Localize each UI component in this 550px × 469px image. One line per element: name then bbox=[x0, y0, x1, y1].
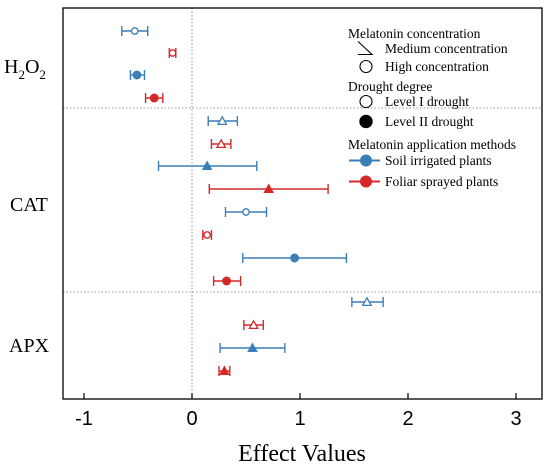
group-label-cat: CAT bbox=[10, 194, 48, 216]
group-label-h2o2: H2O2 bbox=[4, 56, 46, 82]
point-marker bbox=[216, 115, 228, 126]
effect-point-cat bbox=[242, 253, 348, 263]
x-tick-label: 0 bbox=[186, 408, 197, 430]
point-marker bbox=[222, 276, 232, 286]
effect-point-cat bbox=[208, 183, 329, 194]
legend-entry: Level I drought bbox=[359, 94, 469, 109]
legend-section-title: Melatonin application methods bbox=[348, 137, 516, 152]
x-axis: -1 0 1 2 3 bbox=[75, 393, 522, 430]
plot-frame bbox=[62, 7, 543, 400]
reference-lines bbox=[63, 8, 542, 399]
effect-point-cat bbox=[210, 138, 232, 149]
effect-point-cat bbox=[212, 276, 242, 286]
legend-triangle-symbol bbox=[357, 41, 374, 56]
legend-entry-label: Medium concentration bbox=[385, 41, 508, 56]
legend-section-title: Drought degree bbox=[348, 79, 432, 94]
effect-point-apx bbox=[351, 296, 384, 307]
point-marker bbox=[248, 319, 259, 330]
x-tick-label: -1 bbox=[75, 408, 93, 430]
legend-entry: Soil irrigated plants bbox=[349, 153, 491, 168]
effect-point-h2o2 bbox=[144, 93, 164, 103]
effect-point-h2o2 bbox=[129, 70, 146, 80]
legend-entry: Level II drought bbox=[359, 114, 474, 129]
point-marker bbox=[361, 296, 373, 307]
legend-entry-label: Level II drought bbox=[385, 114, 474, 129]
point-marker bbox=[130, 27, 139, 35]
legend-dot-symbol bbox=[360, 175, 372, 188]
point-marker bbox=[247, 342, 258, 353]
point-marker bbox=[219, 365, 230, 376]
legend-entry: Foliar sprayed plants bbox=[349, 174, 498, 189]
legend-filled-circle-symbol bbox=[359, 114, 373, 129]
effect-point-cat bbox=[202, 230, 213, 240]
legend-entry-label: Level I drought bbox=[385, 94, 469, 109]
point-marker bbox=[132, 70, 142, 80]
point-marker bbox=[201, 160, 213, 171]
group-label-apx: APX bbox=[9, 335, 50, 357]
effect-point-h2o2 bbox=[168, 48, 177, 58]
legend-entry-label: Soil irrigated plants bbox=[385, 153, 491, 168]
legend-entry-label: Foliar sprayed plants bbox=[385, 174, 498, 189]
x-axis-label: Effect Values bbox=[238, 441, 366, 467]
point-marker bbox=[290, 253, 300, 263]
effect-point-h2o2 bbox=[121, 26, 149, 36]
legend-section-title: Melatonin concentration bbox=[348, 26, 481, 41]
legend-open-circle-symbol bbox=[359, 94, 373, 109]
y-group-labels: H2O2 CAT APX bbox=[4, 56, 50, 357]
x-tick-label: 3 bbox=[510, 408, 521, 430]
effect-point-apx bbox=[243, 319, 264, 330]
effect-point-cat bbox=[207, 115, 239, 126]
effect-point-apx bbox=[219, 342, 286, 353]
legend-entry: Medium concentration bbox=[357, 41, 508, 56]
point-marker bbox=[203, 231, 211, 239]
legend-entry-label: High concentration bbox=[385, 59, 489, 74]
effect-point-cat bbox=[157, 160, 258, 171]
point-marker bbox=[215, 138, 227, 149]
legend-entry: High concentration bbox=[359, 59, 489, 74]
point-marker bbox=[242, 208, 250, 216]
x-tick-label: 1 bbox=[294, 408, 305, 430]
point-marker bbox=[168, 49, 177, 57]
x-tick-label: 2 bbox=[402, 408, 413, 430]
point-marker bbox=[263, 183, 274, 194]
legend-dot-symbol bbox=[360, 154, 372, 167]
effect-point-apx bbox=[218, 365, 231, 376]
data-points bbox=[121, 26, 384, 376]
legend-open-circle-symbol bbox=[359, 59, 373, 74]
effect-point-cat bbox=[224, 207, 268, 217]
point-marker bbox=[149, 93, 159, 103]
